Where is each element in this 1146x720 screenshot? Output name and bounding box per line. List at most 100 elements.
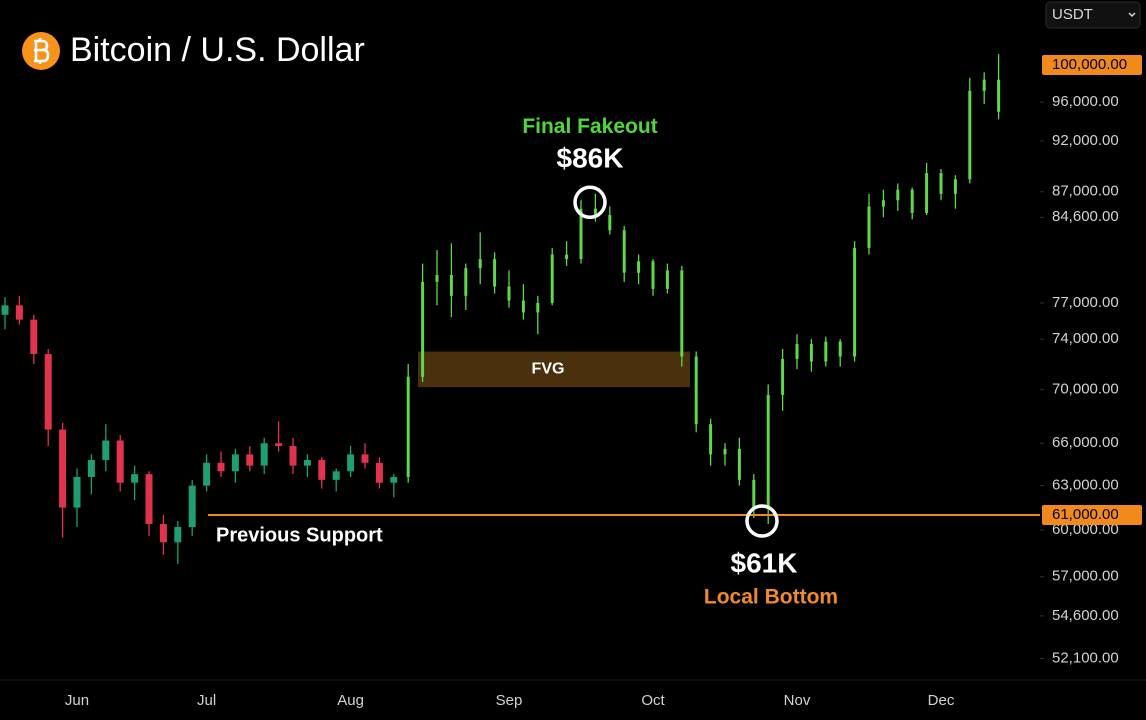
support-text: Previous Support: [216, 524, 383, 546]
candle-body: [550, 254, 554, 303]
candle-body: [997, 79, 1001, 112]
candle-body: [59, 429, 67, 508]
y-tick-label: 84,600.00: [1052, 208, 1119, 225]
y-tick-label: 92,000.00: [1052, 132, 1119, 149]
candle-body: [709, 424, 713, 455]
candle-body: [332, 471, 340, 480]
candle-body: [853, 247, 857, 357]
candle-body: [766, 394, 770, 510]
candle-body: [203, 462, 211, 486]
candle-body: [435, 274, 439, 282]
candle-body: [507, 286, 511, 301]
y-tick-label: 52,100.00: [1052, 650, 1119, 667]
chevron[interactable]: [1128, 12, 1136, 18]
candle-body: [680, 270, 684, 357]
support-tag-label: 61,000.00: [1052, 506, 1119, 523]
bitcoin-symbol: [34, 38, 50, 64]
candle-body: [131, 474, 139, 483]
candle-body: [318, 459, 326, 480]
candle-body: [464, 268, 468, 296]
support-tag: [1042, 504, 1142, 525]
candle-body: [867, 206, 871, 248]
y-tick-label: 66,000.00: [1052, 434, 1119, 451]
candle-body: [881, 200, 885, 207]
candle-body: [275, 443, 283, 447]
peak-marker: [573, 185, 607, 220]
price-tag: [1042, 54, 1142, 75]
currency-select[interactable]: USDT: [1045, 1, 1141, 29]
peak-title: Final Fakeout: [522, 115, 657, 138]
candle-body: [838, 341, 842, 357]
fvg-zone: [418, 351, 690, 388]
y-tick-label: 87,000.00: [1052, 183, 1119, 200]
candle-body: [102, 440, 110, 460]
candle-body: [781, 359, 785, 395]
candle-body: [1, 305, 9, 315]
candle-body: [982, 79, 986, 91]
candle-body: [260, 443, 268, 466]
candle-body: [246, 454, 254, 466]
candle-body: [665, 270, 669, 289]
candle-body: [651, 261, 655, 289]
candle-body: [622, 230, 626, 273]
bottom-price: $61K: [731, 547, 798, 578]
candle-body: [694, 356, 698, 425]
select-box[interactable]: [1045, 1, 1141, 29]
candle-body: [824, 341, 828, 362]
y-tick-label: 57,000.00: [1052, 568, 1119, 585]
bottom-title: Local Bottom: [704, 586, 838, 609]
candle-body: [795, 344, 799, 360]
chart-title: Bitcoin / U.S. Dollar: [70, 31, 365, 69]
currency-label[interactable]: USDT: [1052, 6, 1093, 23]
candle-body: [809, 344, 813, 362]
x-tick-label: Jul: [197, 692, 216, 709]
candle-body: [217, 462, 225, 472]
candle-body: [968, 90, 972, 180]
y-tick-label: 77,000.00: [1052, 294, 1119, 311]
candle-body: [953, 179, 957, 194]
candle-body: [939, 173, 943, 194]
candle-body: [361, 454, 369, 463]
price-tag-label: 100,000.00: [1052, 56, 1127, 73]
candle-body: [565, 254, 569, 260]
candle-body: [608, 215, 612, 231]
candle-body: [536, 302, 540, 313]
candle-body: [289, 446, 297, 466]
peak-price: $86K: [557, 143, 624, 174]
candle-body: [303, 459, 311, 466]
x-tick-label: Jun: [65, 692, 89, 709]
candle-body: [390, 476, 398, 483]
candle-body: [737, 448, 741, 480]
candle-body: [145, 474, 153, 524]
candle-body: [375, 462, 383, 483]
candle-body: [421, 281, 425, 377]
candle-body: [925, 173, 929, 213]
candle-body: [159, 523, 167, 543]
candle-body: [174, 527, 182, 543]
y-tick-label: 60,000.00: [1052, 521, 1119, 538]
candle-body: [44, 354, 52, 430]
x-tick-label: Sep: [496, 692, 523, 709]
bottom-marker: [745, 504, 779, 538]
candle-body: [493, 259, 497, 287]
candle-body: [15, 305, 23, 320]
x-tick-label: Dec: [928, 692, 955, 709]
candle-body: [449, 274, 453, 296]
candle-body: [521, 300, 525, 313]
candle-body: [637, 261, 641, 273]
y-tick-label: 63,000.00: [1052, 477, 1119, 494]
candle-body: [910, 189, 914, 213]
candle-body: [896, 189, 900, 201]
candle-body: [579, 208, 583, 260]
candle-body: [87, 459, 95, 477]
x-tick-label: Aug: [337, 692, 364, 709]
x-tick-label: Nov: [784, 692, 811, 709]
x-tick-label: Oct: [641, 692, 665, 709]
y-tick-label: 70,000.00: [1052, 381, 1119, 398]
candle-body: [723, 448, 727, 455]
fvg-label: FVG: [532, 361, 565, 378]
y-tick-label: 54,600.00: [1052, 607, 1119, 624]
candle-body: [347, 454, 355, 472]
